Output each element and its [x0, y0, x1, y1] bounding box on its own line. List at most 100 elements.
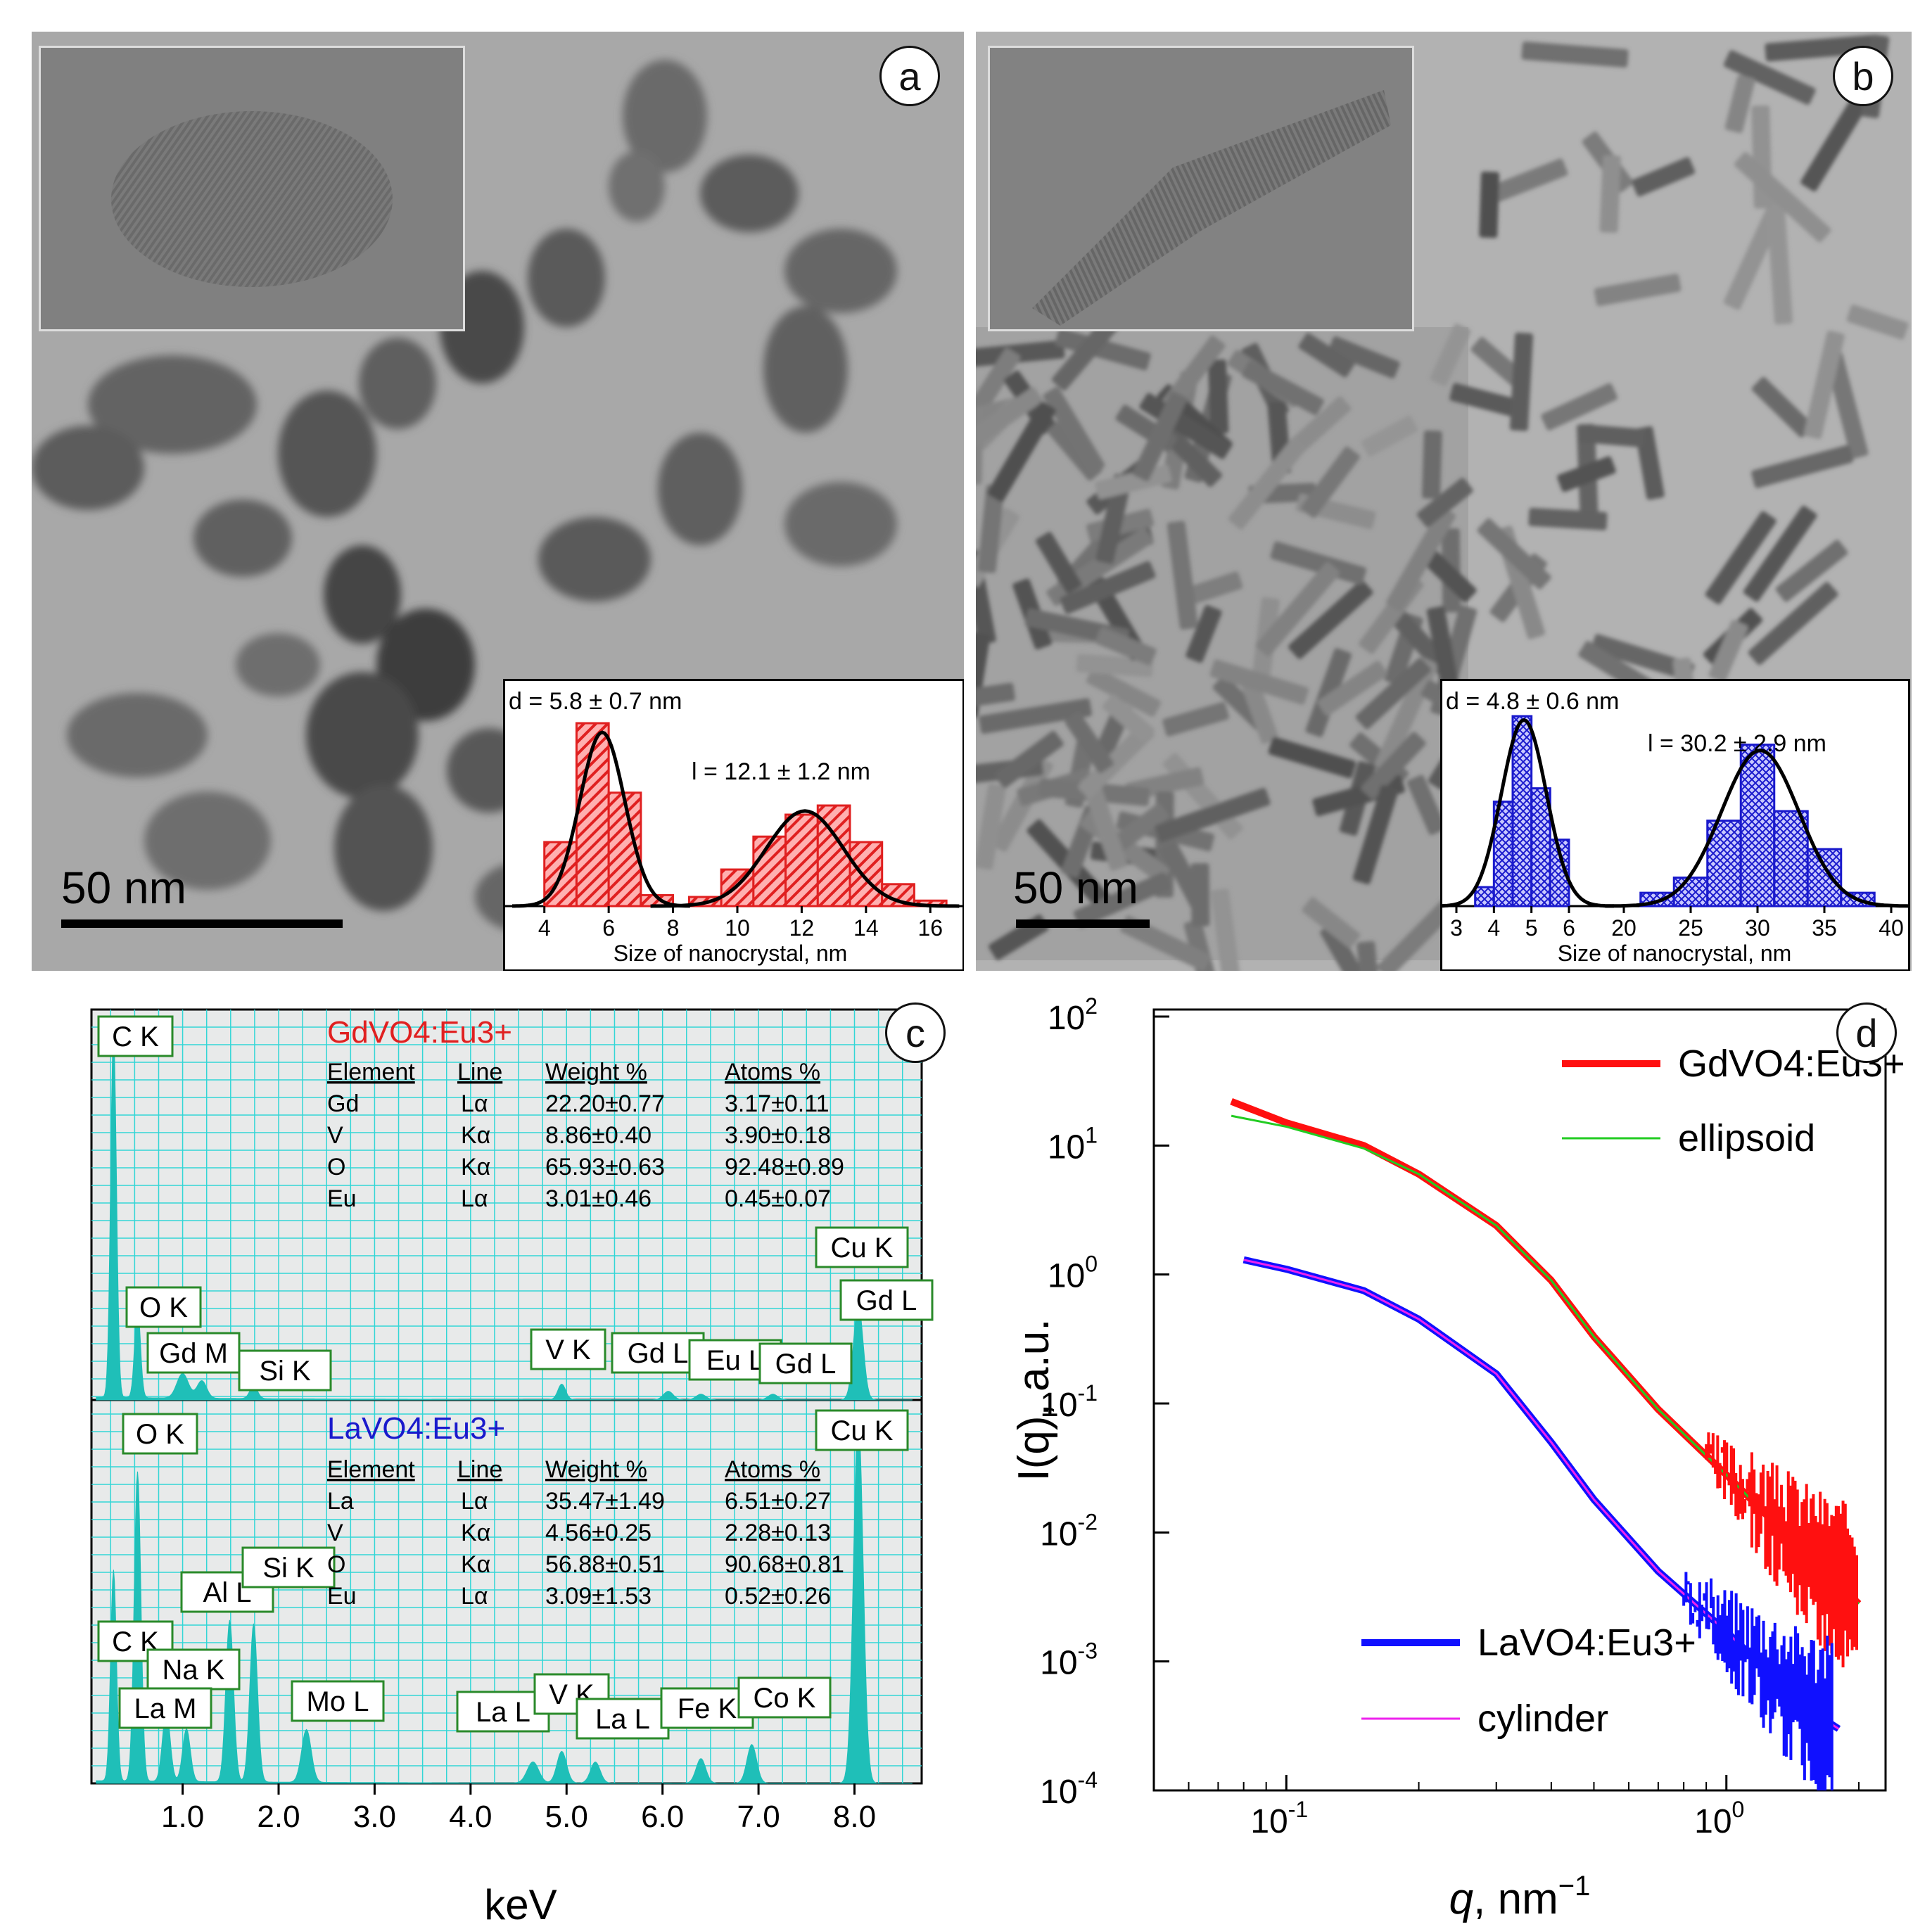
panel-a-tem-image: a 50 nm 4 6 8 10 12 14 16 d = 5.8 ± 0.7 nm l =… — [32, 32, 964, 971]
panel-d-ylabel: I(q), a.u. — [1010, 1319, 1058, 1482]
panel-b-nanorod — [1361, 415, 1418, 457]
panel-c-peak-label: Gd L — [856, 1285, 917, 1316]
panel-c-table-cell: O — [327, 1154, 345, 1180]
panel-c-table-cell: 0.45±0.07 — [725, 1185, 831, 1212]
panel-c-table-cell: 3.09±1.53 — [545, 1583, 652, 1610]
panel-a-scalebar — [61, 919, 343, 928]
panel-b-nanorod — [1268, 737, 1356, 779]
panel-b-nanorod — [1155, 787, 1271, 843]
panel-d-ytick-label: 101 — [1048, 1122, 1098, 1166]
panel-b-histogram-svg: 3 4 5 6 20 25 30 35 40 d = 4.8 ± 0.6 nm l = 30.2… — [1434, 688, 1912, 966]
panel-b-nanorod — [1449, 383, 1530, 420]
panel-a-xlabel: Size of nanocrystal, nm — [614, 941, 848, 966]
panel-b-nanorod — [1298, 333, 1355, 378]
panel-d-ytick-label: 102 — [1048, 993, 1098, 1037]
panel-b-nanorod — [1095, 473, 1132, 564]
panel-a-hist-bar — [849, 841, 884, 908]
panel-b-nanorod — [1708, 620, 1748, 682]
panel-c-peak-label-box — [125, 1286, 202, 1328]
panel-c-table-header: Weight % — [545, 1456, 647, 1483]
panel-b-nanorod — [1286, 396, 1352, 457]
panel-b-nanorod — [1086, 666, 1162, 717]
panel-b-nanorod — [1302, 897, 1361, 948]
panel-b-hist-bar — [1773, 810, 1809, 908]
panel-b-nanorod — [1132, 391, 1188, 482]
panel-b-nanorod — [1352, 784, 1399, 885]
panel-b-nanorod — [1317, 661, 1388, 716]
panel-c-peak-label: Si K — [262, 1553, 314, 1584]
panel-c-peak-label-box — [660, 1687, 754, 1729]
panel-c-peak-label-box — [530, 1328, 606, 1370]
panel-b-nanorod — [1824, 352, 1869, 459]
panel-b-histogram: 3 4 5 6 20 25 30 35 40 d = 4.8 ± 0.6 nm l = 30.2… — [1434, 679, 1912, 971]
panel-b-nanorod — [1242, 360, 1324, 416]
panel-b-nanorod — [1521, 41, 1629, 68]
panel-b-nanorod — [1162, 701, 1229, 737]
panel-c-peak-label: La L — [476, 1697, 530, 1728]
panel-d-label: d — [1836, 1002, 1897, 1063]
panel-c-peak-label-box — [146, 1332, 241, 1374]
panel-c-table-cell: 65.93±0.63 — [545, 1154, 665, 1180]
panel-c-table-cell: 4.56±0.25 — [545, 1520, 652, 1546]
panel-b-nanorod — [1528, 507, 1608, 530]
panel-c-table-cell: Kα — [461, 1154, 490, 1180]
panel-b-nanorod — [1210, 889, 1242, 971]
panel-b-nanorod — [1470, 337, 1525, 387]
panel-a-label: a — [879, 46, 940, 106]
panel-b-nanorod — [1120, 915, 1212, 971]
panel-b-nanorod — [1766, 205, 1793, 325]
panel-b-nanorod — [1064, 712, 1114, 774]
panel-b-nanorod — [1081, 775, 1128, 871]
panel-c-table-cell: 35.47±1.49 — [545, 1488, 665, 1515]
panel-b-nanorod — [1557, 456, 1616, 492]
panel-c-tick-label: 2.0 — [257, 1800, 300, 1834]
panel-c-peak-label: La L — [595, 1704, 650, 1735]
panel-d-xlabel: q, nm−1 — [1449, 1871, 1591, 1923]
panel-b-nanorod — [1748, 582, 1838, 666]
panel-b-fit-d — [1434, 718, 1614, 908]
panel-c-peak-label-box — [611, 1332, 705, 1374]
panel-a-l-text: l = 12.1 ± 1.2 nm — [692, 758, 870, 785]
panel-d-ytick-label: 100 — [1048, 1252, 1098, 1295]
panel-c-peak-label: Gd M — [159, 1338, 228, 1369]
panel-b-nanorod — [1594, 274, 1682, 307]
panel-c-table-header: Line — [457, 1059, 502, 1086]
panel-c-table-cell: 0.52±0.26 — [725, 1583, 831, 1610]
panel-b-scalebar-text: 50 nm — [1013, 862, 1138, 913]
panel-c-peak-label: Gd L — [628, 1338, 689, 1369]
panel-b-nanorod — [1106, 803, 1169, 856]
panel-b-nanorod — [1209, 659, 1309, 705]
panel-b-hist-bar — [1739, 744, 1776, 908]
panel-b-nanorod — [976, 632, 991, 718]
panel-c-table-cell: Gd — [327, 1090, 359, 1117]
panel-b-nanorod — [1186, 605, 1222, 663]
panel-b-l-text: l = 30.2 ± 2.9 nm — [1648, 730, 1826, 757]
panel-b-nanorod — [1305, 648, 1352, 737]
panel-a-tick-label: 16 — [917, 915, 943, 941]
panel-c-peak-label: Cu K — [831, 1233, 894, 1263]
panel-b-nanorod — [1288, 580, 1373, 659]
panel-c-peak-label-box — [238, 1349, 332, 1392]
panel-c-table-cell: V — [327, 1520, 343, 1546]
panel-c-table-cell: Eu — [327, 1185, 357, 1212]
panel-c-peak-label: Mo L — [307, 1686, 369, 1717]
panel-c-peak-label: Eu L — [706, 1345, 764, 1376]
panel-b-scalebar — [1016, 919, 1150, 928]
panel-a-hist-bar — [752, 835, 787, 908]
panel-c-table-cell: 90.68±0.81 — [725, 1551, 844, 1578]
panel-d-ytick-label: 10-3 — [1040, 1638, 1098, 1682]
panel-a-tick-label: 6 — [602, 915, 615, 941]
panel-c-table-cell: Lα — [461, 1488, 488, 1515]
panel-b-nanorod — [976, 550, 996, 645]
panel-c-table-cell: La — [327, 1488, 354, 1515]
panel-c-table-header: Atoms % — [725, 1059, 820, 1086]
panel-c-top-table: Element Line Weight % Atoms % Gd Lα 22.20±0.77… — [327, 1059, 844, 1212]
panel-b-nanorod — [1599, 155, 1621, 234]
panel-c-peak-label-box — [291, 1680, 385, 1722]
panel-c-peak-label: Gd L — [775, 1349, 837, 1380]
panel-b-tick-label: 5 — [1525, 915, 1538, 941]
panel-b-nanorod — [1751, 376, 1814, 438]
panel-d-xtick-label: 100 — [1694, 1797, 1744, 1840]
panel-c-peak-label-box — [122, 1413, 198, 1455]
panel-b-nanorod — [1485, 158, 1568, 205]
